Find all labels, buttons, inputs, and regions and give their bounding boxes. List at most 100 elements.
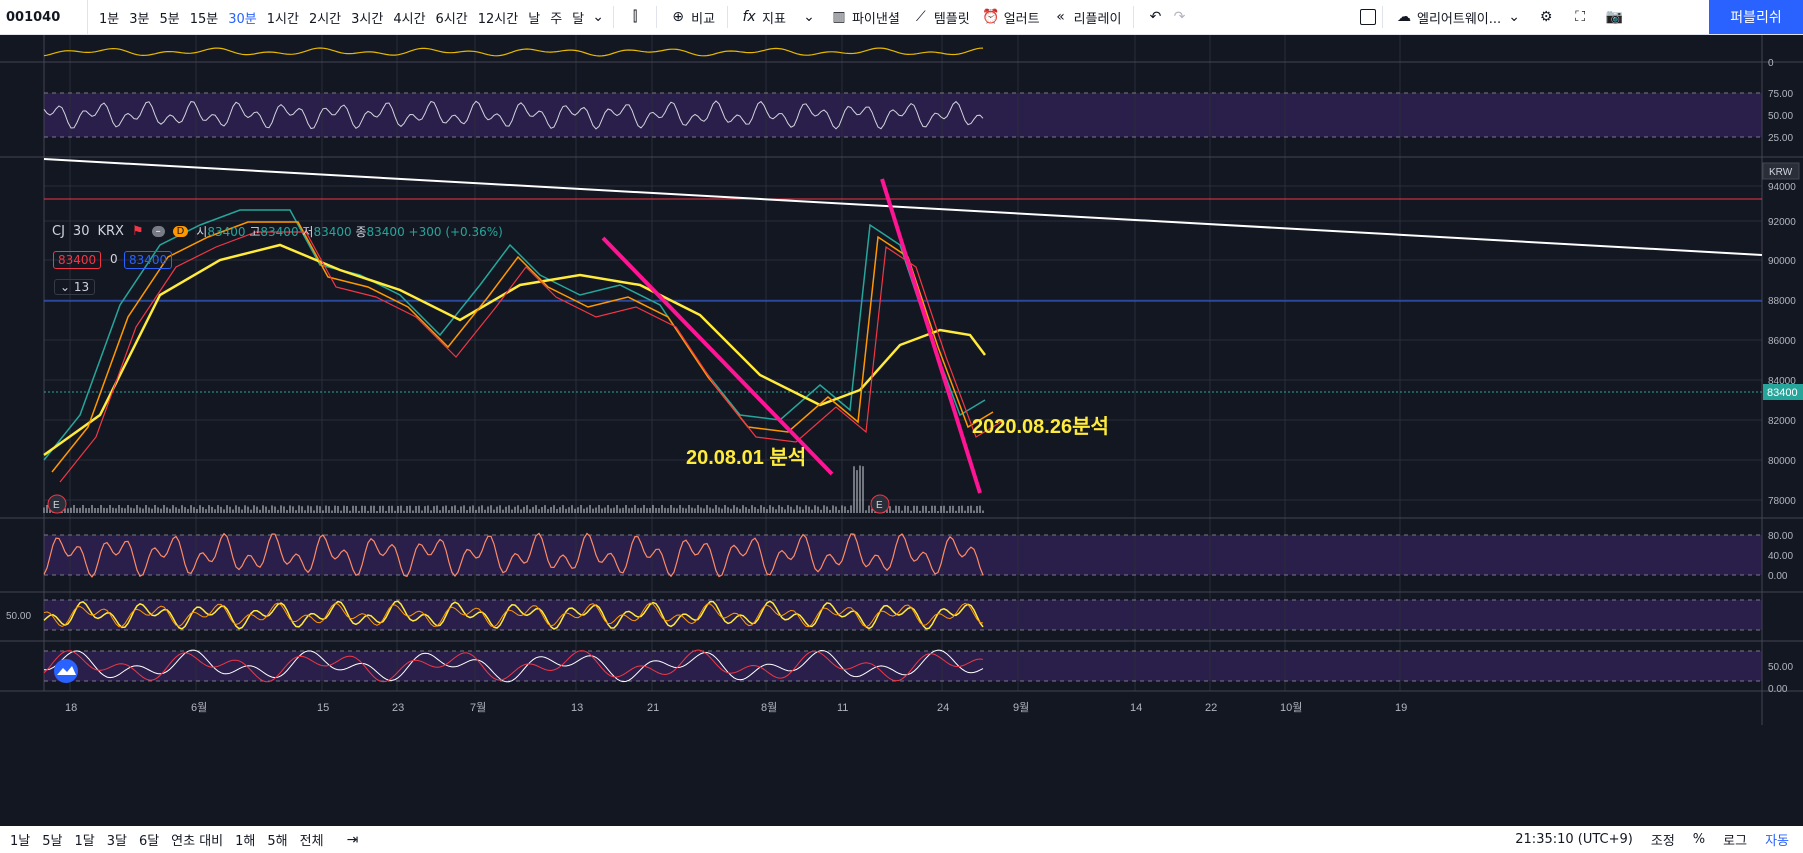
timeframe-11[interactable]: 날 bbox=[528, 11, 541, 27]
replay-button[interactable]: « 리플레이 bbox=[1046, 8, 1128, 27]
osc1-tick: 0.00 bbox=[1768, 571, 1788, 582]
compare-button[interactable]: ⊕ 비교 bbox=[663, 8, 721, 27]
timeframe-3[interactable]: 15분 bbox=[189, 11, 219, 27]
timeframe-7[interactable]: 3시간 bbox=[351, 11, 384, 27]
time-tick: 13 bbox=[571, 702, 583, 714]
range-1[interactable]: 5날 bbox=[42, 834, 63, 849]
compare-label: 비교 bbox=[691, 11, 716, 27]
price-axis[interactable]: 94000 92000 90000 88000 86000 84000 82000 80000… bbox=[1768, 182, 1796, 507]
auto-button[interactable]: 자동 bbox=[1765, 834, 1789, 849]
price-tick: 84000 bbox=[1768, 376, 1796, 387]
mountain-icon bbox=[57, 666, 76, 675]
square-icon[interactable] bbox=[1360, 9, 1376, 25]
analysis-line-2[interactable] bbox=[880, 178, 982, 494]
time-tick: 8월 bbox=[761, 701, 777, 714]
timeframe-0[interactable]: 1분 bbox=[99, 11, 120, 27]
range-3[interactable]: 3달 bbox=[106, 834, 127, 849]
timeframe-10[interactable]: 12시간 bbox=[477, 11, 519, 27]
chevron-down-icon[interactable]: ⌄ bbox=[592, 9, 604, 25]
publish-button[interactable]: 퍼블리쉬 bbox=[1709, 0, 1803, 34]
flag-icon[interactable]: ⚑ bbox=[131, 224, 144, 239]
chart-area[interactable]: 20.08.01 분석 2020.08.26분석 E E 94000 92000 9… bbox=[0, 35, 1803, 825]
adjust-button[interactable]: 조정 bbox=[1650, 834, 1675, 849]
price-tick: 88000 bbox=[1768, 296, 1796, 307]
ind-tick: 0 bbox=[1768, 58, 1774, 69]
log-button[interactable]: 로그 bbox=[1723, 834, 1748, 849]
timeframe-9[interactable]: 6시간 bbox=[435, 11, 468, 27]
range-2[interactable]: 1달 bbox=[74, 834, 95, 849]
currency-box[interactable] bbox=[1762, 162, 1800, 180]
bid-box[interactable]: 83400 bbox=[53, 251, 102, 269]
timeframe-6[interactable]: 2시간 bbox=[308, 11, 342, 27]
time-axis[interactable]: 18 6월 15 23 7월 13 21 8월 11 24 9월 14 22 10월 19 bbox=[65, 701, 1407, 714]
time-tick: 18 bbox=[65, 702, 77, 714]
timeframe-8[interactable]: 4시간 bbox=[393, 11, 426, 27]
spread-box: 0 bbox=[106, 251, 122, 267]
layout-select[interactable]: ☁ 엘리어트웨이... ⌄ bbox=[1389, 8, 1529, 27]
range-4[interactable]: 6달 bbox=[138, 834, 160, 849]
replay-label: 리플레이 bbox=[1073, 11, 1122, 27]
timeframe-12[interactable]: 주 bbox=[550, 11, 563, 27]
timeframe-4[interactable]: 30분 bbox=[228, 11, 257, 27]
price-tick: 90000 bbox=[1768, 256, 1796, 267]
range-6[interactable]: 1해 bbox=[235, 834, 256, 849]
divider bbox=[656, 6, 658, 28]
analysis-line-1[interactable] bbox=[601, 236, 834, 476]
symbol-search[interactable]: 001040 bbox=[0, 0, 88, 34]
bottom-toolbar: 1날 5날 1달 3달 6달 연초 대비 1해 5해 전체 ⇥ 21:35:10 (UTC+9)… bbox=[0, 826, 1803, 853]
financials-button[interactable]: ▥ 파이낸셜 bbox=[824, 8, 906, 27]
chart-canvas[interactable]: 20.08.01 분석 2020.08.26분석 E E 94000920009… bbox=[0, 35, 1803, 825]
bid-value: 83400 bbox=[58, 253, 97, 267]
indicators-button[interactable]: fx 지표 ⌄ bbox=[734, 8, 824, 27]
annotation-right[interactable]: 2020.08.26분석 bbox=[972, 415, 1109, 438]
range-7[interactable]: 5해 bbox=[267, 834, 288, 849]
time-tick: 14 bbox=[1130, 702, 1142, 714]
annotation-left[interactable]: 20.08.01 분석 bbox=[686, 446, 806, 469]
legend-symbol[interactable]: CJ bbox=[52, 224, 65, 239]
chart-type-button[interactable]: ⫿ bbox=[620, 8, 650, 26]
collapse-count: 13 bbox=[73, 280, 90, 294]
date-range-icon[interactable]: ⇥ bbox=[346, 831, 359, 848]
camera-icon[interactable]: 📷 bbox=[1605, 9, 1623, 25]
moving-average-mid bbox=[51, 221, 994, 473]
high-value: 83400 bbox=[260, 225, 299, 239]
templates-button[interactable]: ⟋ 템플릿 bbox=[906, 8, 976, 27]
price-tick: 94000 bbox=[1768, 182, 1796, 193]
earnings-marker[interactable] bbox=[47, 494, 67, 514]
ask-box[interactable]: 83400 bbox=[124, 251, 173, 269]
timeframe-13[interactable]: 달 bbox=[572, 11, 585, 27]
price-tick: 92000 bbox=[1768, 217, 1796, 228]
timeframe-2[interactable]: 5분 bbox=[159, 11, 180, 27]
templates-label: 템플릿 bbox=[933, 11, 970, 27]
time-tick: 22 bbox=[1205, 702, 1217, 714]
divider bbox=[727, 6, 729, 28]
bottom-right-group: 21:35:10 (UTC+9) 조정 % 로그 자동 bbox=[1509, 826, 1795, 853]
long-trendline bbox=[43, 158, 1763, 256]
undo-icon[interactable]: ↶ bbox=[1149, 9, 1162, 25]
currency-label: KRW bbox=[1769, 167, 1793, 178]
clock-label[interactable]: 21:35:10 (UTC+9) bbox=[1515, 832, 1633, 847]
earnings-marker[interactable] bbox=[870, 494, 890, 514]
gear-icon[interactable]: ⚙ bbox=[1539, 9, 1553, 25]
timeframe-group: 1분 3분 5분 15분 30분 1시간 2시간 3시간 4시간 6시간 12시간 날 주 달 bbox=[88, 8, 589, 27]
range-5[interactable]: 연초 대비 bbox=[171, 834, 224, 849]
chart-background bbox=[0, 35, 1803, 825]
series-group bbox=[43, 47, 1002, 683]
range-0[interactable]: 1날 bbox=[10, 834, 31, 849]
open-label: 시 bbox=[196, 225, 208, 239]
eye-icon[interactable]: – bbox=[151, 226, 165, 237]
range-8[interactable]: 전체 bbox=[299, 834, 324, 849]
dividend-icon[interactable]: D bbox=[172, 226, 189, 237]
percent-button[interactable]: % bbox=[1692, 832, 1706, 847]
top-osc-series bbox=[43, 47, 984, 57]
divider bbox=[613, 6, 615, 28]
alert-button[interactable]: ⏰ 얼러트 bbox=[976, 8, 1046, 27]
timeframe-1[interactable]: 3분 bbox=[129, 11, 150, 27]
price-tick: 82000 bbox=[1768, 416, 1796, 427]
time-tick: 23 bbox=[392, 702, 404, 714]
timeframe-5[interactable]: 1시간 bbox=[266, 11, 299, 27]
rsi-series bbox=[43, 100, 984, 130]
redo-icon[interactable]: ↷ bbox=[1173, 9, 1186, 25]
legend-collapse-button[interactable]: ⌄ 13 bbox=[54, 279, 96, 295]
fullscreen-icon[interactable]: ⛶ bbox=[1575, 9, 1586, 25]
